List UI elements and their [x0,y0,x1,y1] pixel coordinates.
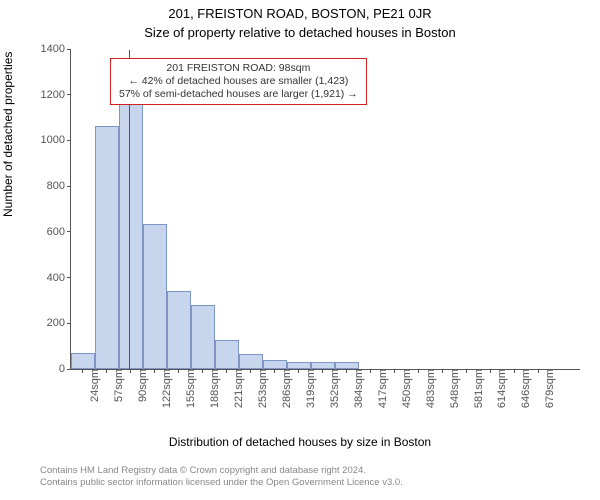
x-tick: 548sqm [443,369,461,408]
y-tick: 1200 [41,89,71,101]
page-subtitle: Size of property relative to detached ho… [0,25,600,40]
histogram-bar [287,362,311,369]
x-tick: 90sqm [131,369,149,402]
x-tick: 450sqm [395,369,413,408]
histogram-bar [335,362,359,369]
x-tick: 155sqm [179,369,197,408]
y-tick: 200 [47,317,71,329]
x-tick: 679sqm [538,369,556,408]
histogram-bar [191,305,215,369]
y-tick: 600 [47,226,71,238]
histogram-bar [119,102,143,369]
annotation-line: ← 42% of detached houses are smaller (1,… [119,75,358,88]
x-tick: 581sqm [467,369,485,408]
x-tick: 24sqm [83,369,101,402]
y-tick: 400 [47,272,71,284]
x-tick: 221sqm [227,369,245,408]
x-axis-label: Distribution of detached houses by size … [0,435,600,449]
page-title: 201, FREISTON ROAD, BOSTON, PE21 0JR [0,6,600,21]
y-tick: 0 [59,363,71,375]
footer-attribution: Contains HM Land Registry data © Crown c… [40,465,403,490]
x-tick: 122sqm [155,369,173,408]
x-tick: 417sqm [371,369,389,408]
y-tick: 1000 [41,134,71,146]
x-tick: 253sqm [251,369,269,408]
x-tick: 319sqm [299,369,317,408]
histogram-bar [71,353,95,369]
annotation-line: 57% of semi-detached houses are larger (… [119,88,358,101]
annotation-line: 201 FREISTON ROAD: 98sqm [119,62,358,75]
x-tick: 614sqm [490,369,508,408]
histogram-bar [167,291,191,369]
x-tick: 352sqm [323,369,341,408]
reference-annotation: 201 FREISTON ROAD: 98sqm ← 42% of detach… [110,58,367,105]
histogram-bar [215,340,239,369]
x-tick: 57sqm [107,369,125,402]
histogram-bar [263,360,287,369]
footer-line: Contains public sector information licen… [40,477,403,489]
histogram-bar [311,362,335,369]
y-tick: 1400 [41,43,71,55]
x-tick: 646sqm [514,369,532,408]
histogram-bar [143,224,167,369]
y-tick: 800 [47,180,71,192]
x-tick: 384sqm [347,369,365,408]
x-tick: 483sqm [419,369,437,408]
histogram-bar [95,126,119,369]
footer-line: Contains HM Land Registry data © Crown c… [40,465,403,477]
x-tick: 188sqm [203,369,221,408]
x-tick: 286sqm [275,369,293,408]
histogram-bar [239,354,263,369]
